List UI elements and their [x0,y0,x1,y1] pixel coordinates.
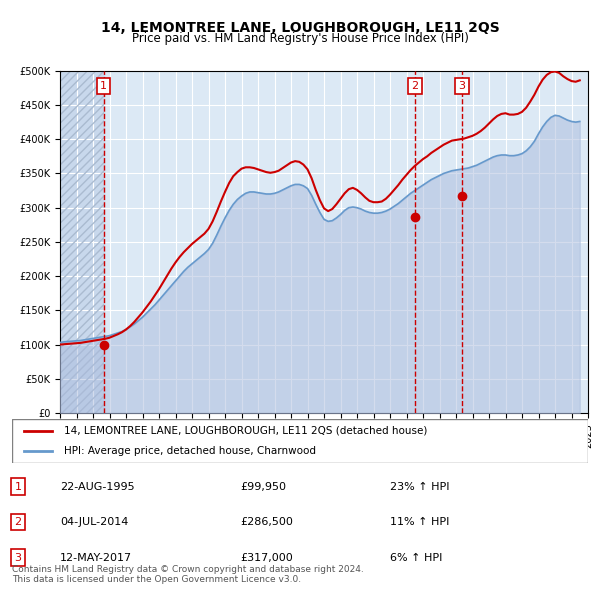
Text: 1: 1 [100,81,107,91]
Text: 14, LEMONTREE LANE, LOUGHBOROUGH, LE11 2QS (detached house): 14, LEMONTREE LANE, LOUGHBOROUGH, LE11 2… [64,426,427,436]
Text: £99,950: £99,950 [240,482,286,491]
Text: Price paid vs. HM Land Registry's House Price Index (HPI): Price paid vs. HM Land Registry's House … [131,32,469,45]
Text: £286,500: £286,500 [240,517,293,527]
Text: 3: 3 [458,81,466,91]
Text: 23% ↑ HPI: 23% ↑ HPI [390,482,449,491]
Text: HPI: Average price, detached house, Charnwood: HPI: Average price, detached house, Char… [64,446,316,456]
Text: 14, LEMONTREE LANE, LOUGHBOROUGH, LE11 2QS: 14, LEMONTREE LANE, LOUGHBOROUGH, LE11 2… [101,21,499,35]
Bar [60,71,104,413]
Text: 6% ↑ HPI: 6% ↑ HPI [390,553,442,562]
FancyBboxPatch shape [12,419,588,463]
Text: £317,000: £317,000 [240,553,293,562]
Text: 1: 1 [14,482,22,491]
Text: 2: 2 [14,517,22,527]
Text: 2: 2 [411,81,418,91]
Bar [60,71,104,413]
Text: 12-MAY-2017: 12-MAY-2017 [60,553,132,562]
Text: 04-JUL-2014: 04-JUL-2014 [60,517,128,527]
Text: 22-AUG-1995: 22-AUG-1995 [60,482,134,491]
Text: 11% ↑ HPI: 11% ↑ HPI [390,517,449,527]
Text: 3: 3 [14,553,22,562]
Text: Contains HM Land Registry data © Crown copyright and database right 2024.
This d: Contains HM Land Registry data © Crown c… [12,565,364,584]
